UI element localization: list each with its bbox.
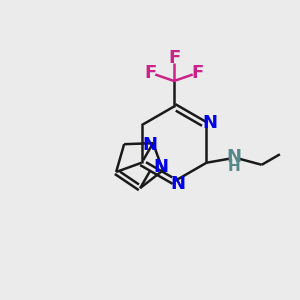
Text: N: N bbox=[153, 158, 168, 176]
Text: F: F bbox=[168, 49, 180, 67]
Text: N: N bbox=[170, 175, 185, 193]
Text: N: N bbox=[202, 114, 217, 132]
Text: F: F bbox=[144, 64, 157, 82]
Text: H: H bbox=[228, 160, 240, 175]
Text: F: F bbox=[191, 64, 204, 82]
Text: N: N bbox=[142, 136, 157, 154]
Text: N: N bbox=[226, 148, 242, 166]
